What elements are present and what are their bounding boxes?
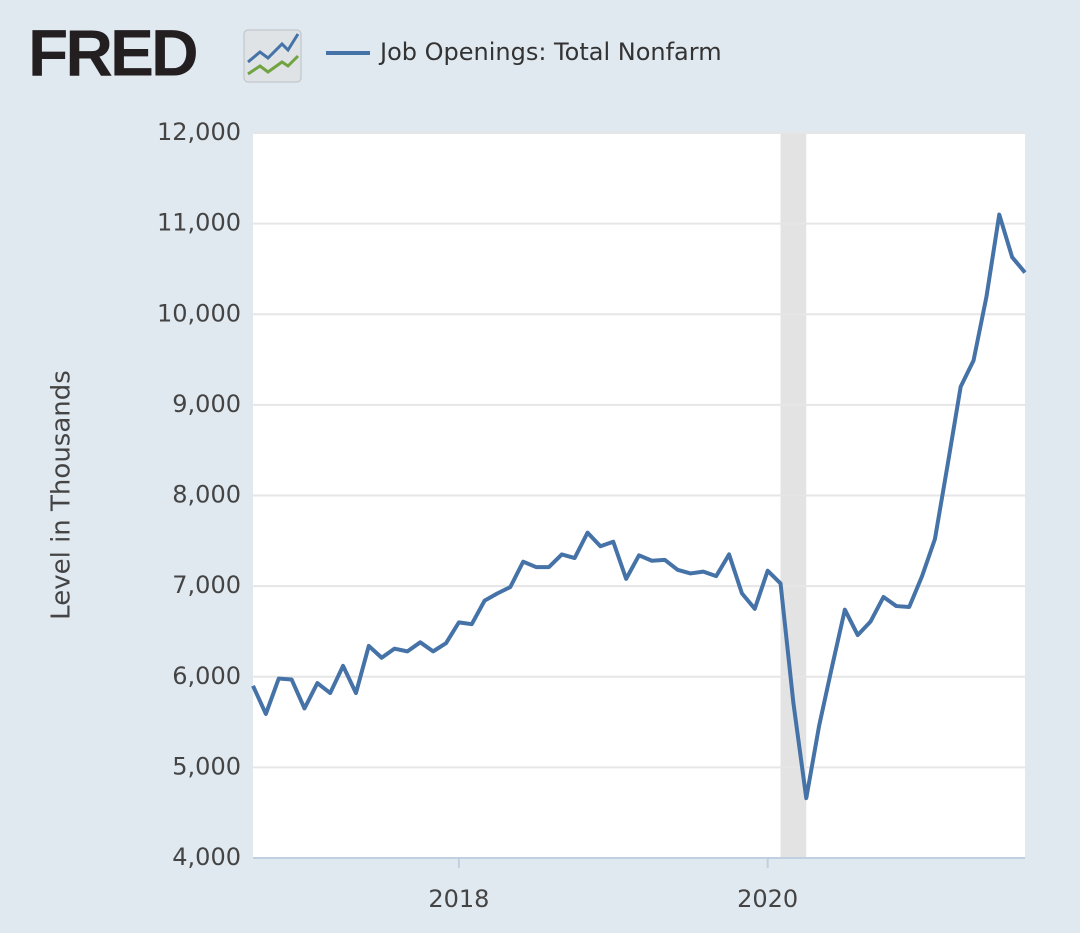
y-tick-label: 10,000 — [157, 299, 241, 327]
y-tick-label: 9,000 — [172, 390, 241, 418]
series-line — [251, 212, 1027, 801]
legend-label: Job Openings: Total Nonfarm — [378, 38, 722, 66]
logo-icon — [243, 29, 302, 83]
y-axis-label: Level in Thousands — [47, 370, 77, 620]
x-tick-label: 2020 — [737, 885, 798, 913]
logo: FRED — [28, 15, 196, 89]
y-tick-label: 4,000 — [172, 843, 241, 871]
x-tick-label: 2018 — [428, 885, 489, 913]
y-tick-label: 7,000 — [172, 571, 241, 599]
y-tick-label: 8,000 — [172, 481, 241, 509]
y-tick-label: 5,000 — [172, 752, 241, 780]
y-tick-label: 6,000 — [172, 662, 241, 690]
y-tick-label: 11,000 — [157, 209, 241, 237]
y-tick-label: 12,000 — [157, 118, 241, 146]
